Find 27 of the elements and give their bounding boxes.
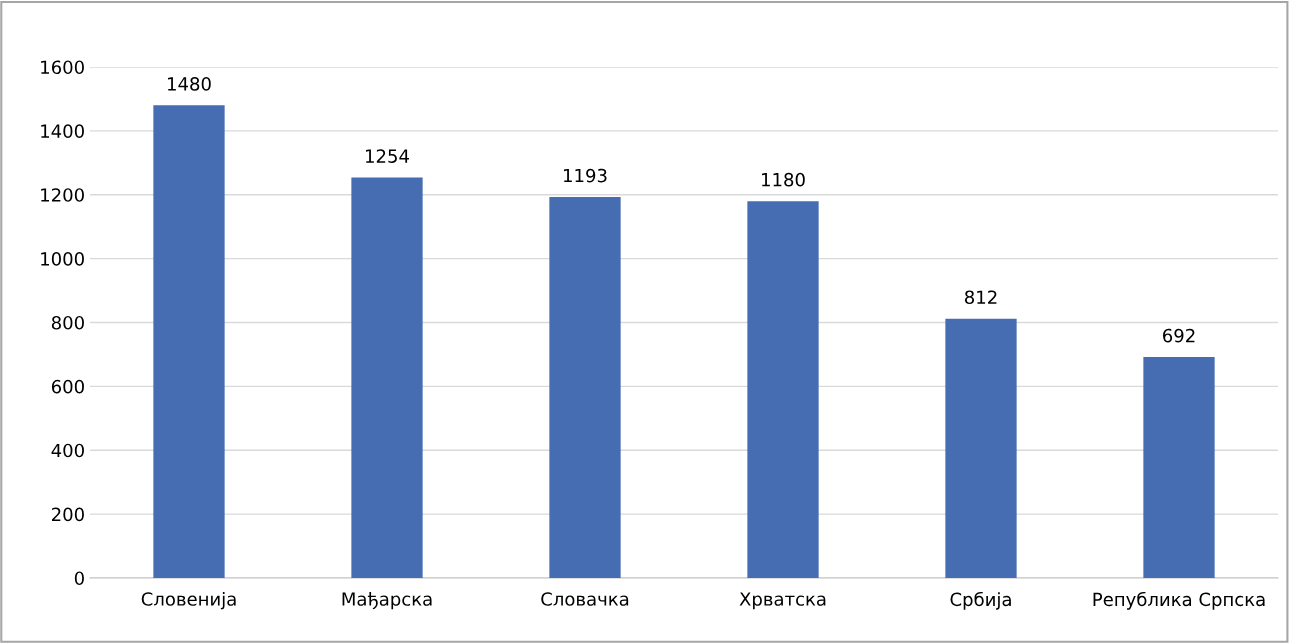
bar	[1143, 356, 1215, 578]
data-label: 1180	[762, 172, 805, 187]
data-label: 1193	[564, 168, 607, 183]
y-tick-label: 800	[51, 315, 84, 330]
bar	[549, 196, 621, 578]
data-label: 812	[964, 290, 997, 305]
y-tick-label: 1200	[41, 188, 84, 202]
y-tick-label: 400	[51, 443, 84, 458]
data-label: 1254	[366, 149, 409, 163]
bar	[351, 177, 423, 578]
x-tick-label: Словенија	[141, 591, 236, 610]
y-tick-label: 1000	[41, 252, 84, 266]
y-tick-label: 200	[52, 507, 84, 522]
y-tick-label: 1600	[41, 60, 84, 75]
x-tick-label: Словачка	[541, 592, 629, 606]
bar	[153, 105, 225, 578]
bar	[945, 318, 1017, 578]
y-tick-label: 600	[51, 379, 84, 394]
data-label: 1480	[168, 77, 211, 91]
data-label: 692	[1163, 328, 1195, 343]
x-tick-label: Република Српска	[1093, 591, 1265, 610]
x-tick-label: Мађарска	[342, 591, 432, 610]
x-tick-label: Србија	[950, 591, 1011, 610]
bar	[747, 201, 819, 578]
y-tick-label: 1400	[41, 124, 84, 138]
x-tick-label: Хрватска	[739, 592, 826, 610]
y-tick-label: 0	[74, 571, 84, 586]
